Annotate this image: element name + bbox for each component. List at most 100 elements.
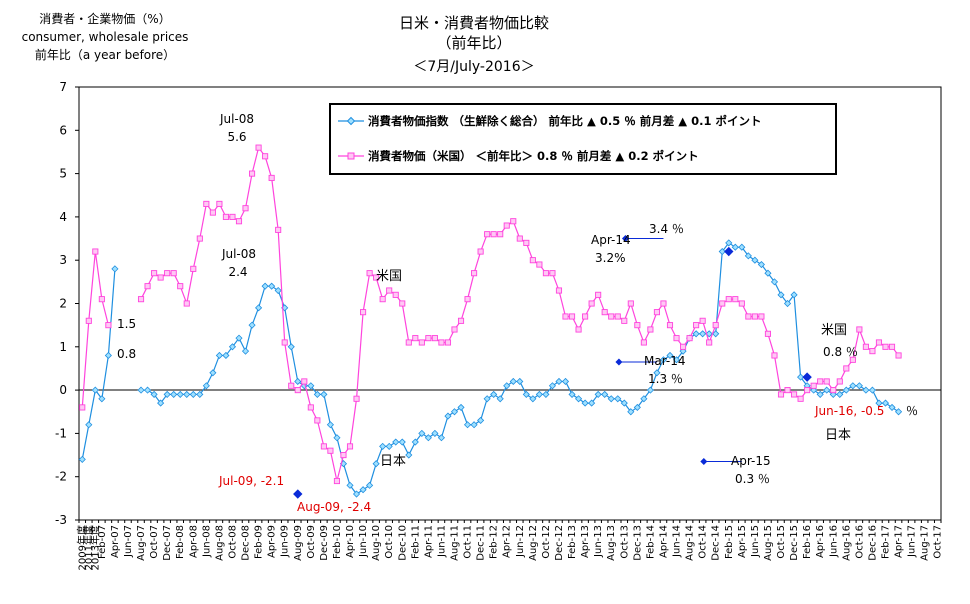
data-point — [333, 434, 341, 442]
data-point — [157, 399, 165, 407]
data-point — [555, 377, 563, 386]
data-point — [450, 408, 459, 416]
x-tick-label: Aug-13 — [606, 525, 617, 561]
data-point — [561, 377, 570, 386]
data-point — [379, 296, 386, 303]
data-point — [222, 351, 230, 360]
data-point — [190, 265, 197, 272]
data-point — [634, 322, 641, 329]
data-point — [333, 477, 340, 485]
jp-end-pct: ％ — [906, 404, 918, 418]
data-point — [314, 417, 321, 424]
x-tick-label: Jun-10 — [358, 525, 369, 558]
x-tick-label: Jun-14 — [672, 525, 683, 558]
data-point — [856, 326, 863, 333]
x-tick-label: Jun-07 — [123, 525, 134, 558]
x-tick-label: Jun-15 — [750, 525, 761, 558]
data-point — [503, 222, 510, 229]
data-point — [463, 421, 472, 429]
data-point — [640, 395, 648, 403]
data-point — [209, 369, 217, 377]
data-point — [692, 330, 700, 338]
data-point — [275, 226, 282, 233]
data-point — [646, 386, 654, 394]
highlight-point — [802, 372, 812, 382]
data-point — [680, 343, 687, 350]
x-tick-label: Oct-07 — [149, 525, 160, 559]
us-peak-date: Jul-08 — [219, 112, 254, 126]
series-line-0-0 — [81, 268, 116, 460]
data-point — [888, 343, 896, 350]
y-tick-label: 4 — [59, 210, 67, 224]
data-point — [738, 300, 745, 307]
data-point — [817, 378, 824, 385]
data-point — [431, 429, 439, 437]
data-point — [385, 442, 393, 450]
data-point — [373, 274, 380, 281]
data-point — [353, 395, 360, 402]
data-point — [320, 390, 328, 398]
x-tick-label: Feb-09 — [254, 525, 265, 559]
data-point — [758, 313, 765, 320]
chart-date: ＜7月/July-2016＞ — [413, 59, 534, 75]
data-point — [804, 387, 811, 394]
y-axis-label-3: 前年比（a year before） — [35, 47, 175, 62]
highlight-point — [293, 489, 303, 499]
x-tick-label: Apr-08 — [188, 525, 199, 558]
data-point — [496, 395, 504, 403]
x-tick-label: Oct-13 — [619, 525, 630, 559]
data-point — [738, 243, 746, 251]
data-point — [875, 399, 883, 407]
data-point — [666, 322, 674, 329]
data-point — [196, 390, 204, 398]
y-tick-group: -3 -2 -1 0 1 2 3 4 5 6 7 — [55, 80, 79, 527]
data-point — [549, 270, 556, 277]
data-point — [621, 317, 628, 324]
x-tick-label: Apr-11 — [423, 525, 434, 558]
x-tick-label: Aug-16 — [841, 525, 852, 561]
x-tick-label: Feb-15 — [724, 525, 735, 559]
x-tick-label: Dec-10 — [397, 525, 408, 561]
jp-series-label: 日本 — [380, 454, 406, 469]
data-point — [816, 390, 824, 398]
data-point — [249, 170, 256, 177]
data-point — [732, 296, 739, 303]
data-point — [307, 382, 315, 390]
x-tick-label: Apr-13 — [580, 525, 591, 558]
data-point — [830, 387, 837, 394]
data-point — [457, 317, 465, 324]
data-point — [895, 352, 902, 359]
data-point — [268, 174, 275, 181]
x-tick-label: Aug-17 — [920, 525, 931, 561]
data-point — [705, 330, 713, 338]
data-point — [320, 443, 327, 450]
data-point — [274, 286, 282, 295]
apr15-value-label: 0.3 ％ — [735, 472, 770, 486]
data-point — [790, 291, 798, 299]
data-point — [437, 434, 445, 442]
data-point — [764, 269, 772, 277]
data-point — [555, 287, 563, 294]
x-tick-label: Dec-16 — [867, 525, 878, 561]
data-point — [203, 200, 210, 207]
x-tick-label: Apr-14 — [658, 525, 669, 558]
data-point — [288, 382, 295, 389]
x-tick-label: Jun-16 — [828, 525, 839, 558]
y-tick-label: 0 — [59, 383, 67, 397]
x-tick-label: Apr-17 — [894, 525, 905, 558]
data-point — [470, 421, 478, 429]
data-point — [372, 460, 380, 468]
data-point — [699, 330, 707, 338]
data-point — [405, 451, 413, 459]
data-point — [595, 291, 602, 298]
data-point — [327, 447, 334, 454]
highlight-point — [724, 246, 734, 257]
data-point — [510, 218, 517, 225]
data-point — [177, 283, 184, 290]
data-point — [490, 231, 497, 238]
data-point — [262, 153, 269, 160]
legend-jp-label: 消費者物価指数 （生鮮除く総合） 前年比 ▲ 0.5 ％ 前月差 ▲ 0.1 ポ… — [368, 114, 761, 128]
data-point — [98, 296, 105, 303]
x-tick-label: Apr-10 — [345, 525, 356, 558]
